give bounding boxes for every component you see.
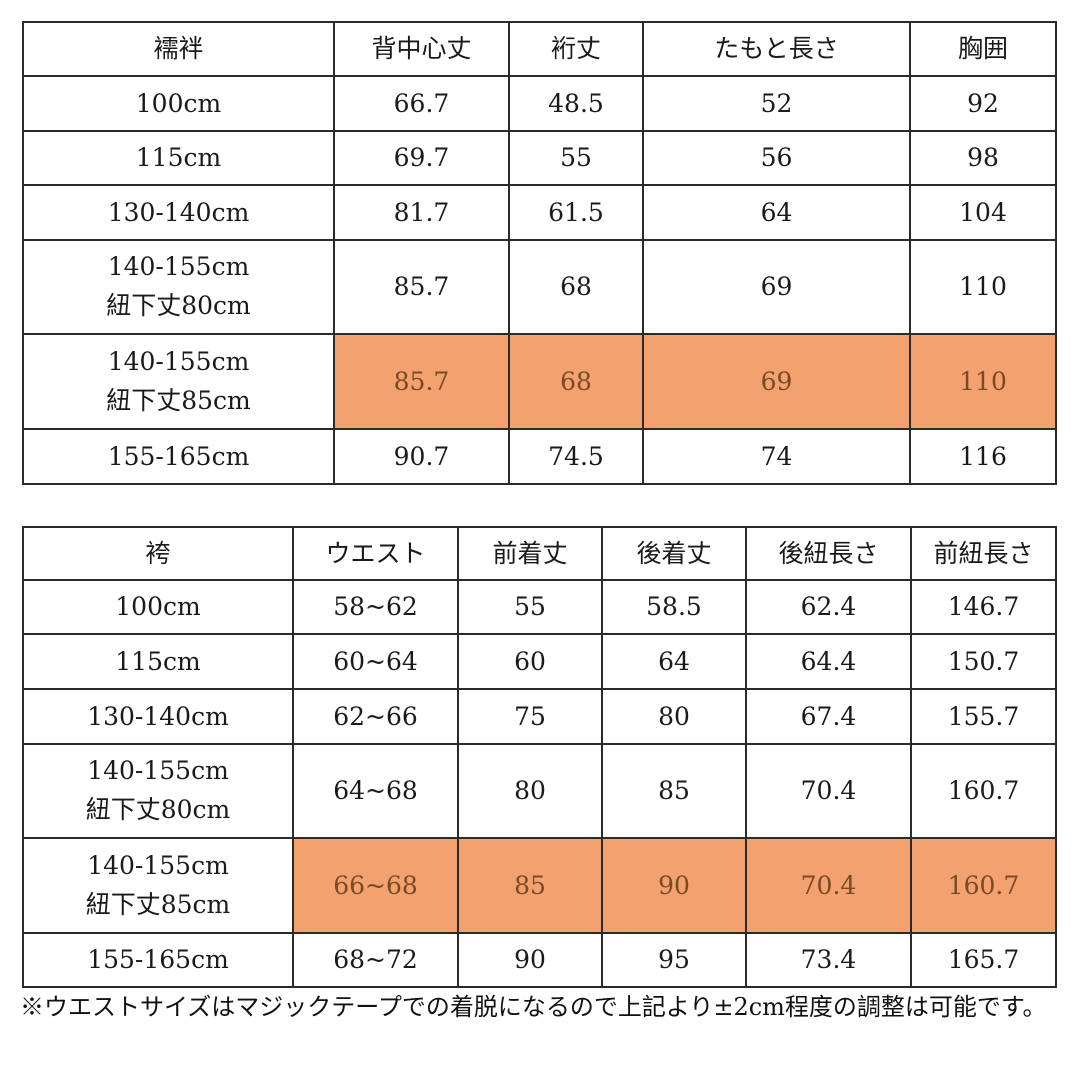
value-cell: 70.4 xyxy=(745,743,912,839)
value-cell: 62~66 xyxy=(292,688,459,745)
value-cell: 160.7 xyxy=(910,743,1057,839)
column-header: たもと長さ xyxy=(642,21,911,77)
table-row: 140-155cm 紐下丈85cm 85.7 68 69 110 xyxy=(22,333,1057,430)
value-cell: 68~72 xyxy=(292,932,459,988)
value-cell: 68 xyxy=(508,333,644,430)
hakama-size-table: 袴 ウエスト 前着丈 後着丈 後紐長さ 前紐長さ 100cm 58~62 55 58.… xyxy=(22,526,1057,988)
value-cell: 69 xyxy=(642,333,911,430)
value-cell: 64 xyxy=(642,184,911,241)
value-cell: 64.4 xyxy=(745,633,912,690)
table-row: 115cm 69.7 55 56 98 xyxy=(22,130,1057,186)
column-header: 袴 xyxy=(22,526,294,581)
value-cell: 85.7 xyxy=(333,239,510,335)
value-cell: 73.4 xyxy=(745,932,912,988)
value-cell: 55 xyxy=(457,579,603,635)
value-cell: 48.5 xyxy=(508,75,644,132)
value-cell: 90 xyxy=(601,837,747,934)
value-cell: 104 xyxy=(909,184,1057,241)
table-row: 155-165cm 90.7 74.5 74 116 xyxy=(22,428,1057,485)
table-row: 100cm 66.7 48.5 52 92 xyxy=(22,75,1057,132)
value-cell: 80 xyxy=(457,743,603,839)
column-header: ウエスト xyxy=(292,526,459,581)
value-cell: 110 xyxy=(909,333,1057,430)
value-cell: 68 xyxy=(508,239,644,335)
column-header: 後紐長さ xyxy=(745,526,912,581)
value-cell: 98 xyxy=(909,130,1057,186)
table-header-row: 襦袢 背中心丈 裄丈 たもと長さ 胸囲 xyxy=(22,21,1057,77)
value-cell: 85 xyxy=(601,743,747,839)
table-row: 140-155cm 紐下丈80cm 85.7 68 69 110 xyxy=(22,239,1057,335)
value-cell: 55 xyxy=(508,130,644,186)
size-label-cell: 140-155cm 紐下丈80cm xyxy=(22,743,294,839)
value-cell: 110 xyxy=(909,239,1057,335)
value-cell: 64 xyxy=(601,633,747,690)
size-label-cell: 130-140cm xyxy=(22,184,335,241)
value-cell: 146.7 xyxy=(910,579,1057,635)
size-label-cell: 100cm xyxy=(22,75,335,132)
value-cell: 90.7 xyxy=(333,428,510,485)
value-cell: 61.5 xyxy=(508,184,644,241)
value-cell: 64~68 xyxy=(292,743,459,839)
column-header: 前着丈 xyxy=(457,526,603,581)
value-cell: 66.7 xyxy=(333,75,510,132)
column-header: 胸囲 xyxy=(909,21,1057,77)
column-header: 背中心丈 xyxy=(333,21,510,77)
value-cell: 90 xyxy=(457,932,603,988)
table-row: 140-155cm 紐下丈80cm 64~68 80 85 70.4 160.7 xyxy=(22,743,1057,839)
value-cell: 69 xyxy=(642,239,911,335)
size-label-cell: 115cm xyxy=(22,633,294,690)
table-row: 115cm 60~64 60 64 64.4 150.7 xyxy=(22,633,1057,690)
value-cell: 52 xyxy=(642,75,911,132)
size-label-cell: 130-140cm xyxy=(22,688,294,745)
size-label-cell: 155-165cm xyxy=(22,428,335,485)
value-cell: 70.4 xyxy=(745,837,912,934)
table-row: 140-155cm 紐下丈85cm 66~68 85 90 70.4 160.7 xyxy=(22,837,1057,934)
size-label-cell: 140-155cm 紐下丈85cm xyxy=(22,333,335,430)
value-cell: 67.4 xyxy=(745,688,912,745)
value-cell: 60~64 xyxy=(292,633,459,690)
size-label-cell: 115cm xyxy=(22,130,335,186)
table-row: 100cm 58~62 55 58.5 62.4 146.7 xyxy=(22,579,1057,635)
value-cell: 85 xyxy=(457,837,603,934)
value-cell: 75 xyxy=(457,688,603,745)
value-cell: 66~68 xyxy=(292,837,459,934)
value-cell: 80 xyxy=(601,688,747,745)
size-label-cell: 140-155cm 紐下丈80cm xyxy=(22,239,335,335)
value-cell: 58~62 xyxy=(292,579,459,635)
value-cell: 92 xyxy=(909,75,1057,132)
column-header: 後着丈 xyxy=(601,526,747,581)
value-cell: 60 xyxy=(457,633,603,690)
table-row: 130-140cm 62~66 75 80 67.4 155.7 xyxy=(22,688,1057,745)
value-cell: 95 xyxy=(601,932,747,988)
value-cell: 155.7 xyxy=(910,688,1057,745)
value-cell: 165.7 xyxy=(910,932,1057,988)
size-label-cell: 155-165cm xyxy=(22,932,294,988)
value-cell: 150.7 xyxy=(910,633,1057,690)
juban-size-table: 襦袢 背中心丈 裄丈 たもと長さ 胸囲 100cm 66.7 48.5 52 92 115… xyxy=(22,21,1057,485)
size-label-cell: 140-155cm 紐下丈85cm xyxy=(22,837,294,934)
value-cell: 85.7 xyxy=(333,333,510,430)
value-cell: 81.7 xyxy=(333,184,510,241)
table-header-row: 袴 ウエスト 前着丈 後着丈 後紐長さ 前紐長さ xyxy=(22,526,1057,581)
column-header: 襦袢 xyxy=(22,21,335,77)
column-header: 裄丈 xyxy=(508,21,644,77)
value-cell: 74.5 xyxy=(508,428,644,485)
value-cell: 116 xyxy=(909,428,1057,485)
value-cell: 74 xyxy=(642,428,911,485)
table-row: 130-140cm 81.7 61.5 64 104 xyxy=(22,184,1057,241)
table-row: 155-165cm 68~72 90 95 73.4 165.7 xyxy=(22,932,1057,988)
adjustment-note: ※ウエストサイズはマジックテープでの着脱になるので上記より±2cm程度の調整は可… xyxy=(20,993,1047,1021)
value-cell: 56 xyxy=(642,130,911,186)
value-cell: 69.7 xyxy=(333,130,510,186)
size-label-cell: 100cm xyxy=(22,579,294,635)
column-header: 前紐長さ xyxy=(910,526,1057,581)
value-cell: 58.5 xyxy=(601,579,747,635)
value-cell: 62.4 xyxy=(745,579,912,635)
value-cell: 160.7 xyxy=(910,837,1057,934)
